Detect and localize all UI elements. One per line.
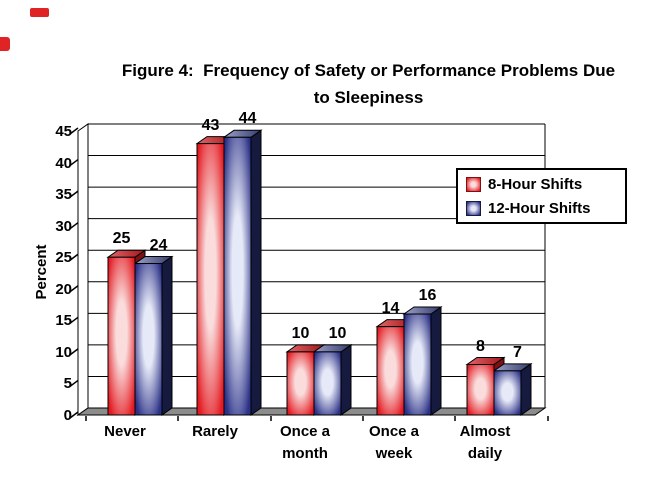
value-label-8-hour-shifts-almost-daily: 8 — [476, 337, 485, 355]
y-tick-25 — [69, 253, 79, 261]
side-wall — [77, 123, 89, 416]
bar-side-12-hour-shifts-never — [161, 255, 173, 416]
legend-swatch-12-hour-icon — [466, 200, 481, 216]
bar-side-12-hour-shifts-rarely — [250, 129, 262, 416]
y-axis-title: Percent — [33, 244, 50, 300]
value-label-12-hour-shifts-never: 24 — [149, 236, 168, 254]
y-tick-label-0: 0 — [63, 407, 72, 424]
y-tick-30 — [69, 222, 79, 230]
value-label-12-hour-shifts-once-a-week: 16 — [418, 287, 437, 305]
legend-item-12-hour: 12-Hour Shifts — [458, 196, 625, 220]
category-label-never: Never — [104, 423, 146, 440]
value-label-12-hour-shifts-rarely: 44 — [238, 110, 257, 128]
red-mark-top — [30, 8, 49, 17]
y-tick-35 — [69, 190, 79, 198]
legend-item-8-hour: 8-Hour Shifts — [458, 172, 625, 196]
legend-swatch-8-hour-icon — [466, 176, 481, 192]
y-tick-label-15: 15 — [55, 312, 72, 330]
value-label-8-hour-shifts-once-a-month: 10 — [291, 324, 310, 342]
y-tick-label-25: 25 — [55, 249, 72, 267]
y-tick-label-40: 40 — [55, 154, 72, 172]
chart-title: Figure 4: Frequency of Safety or Perform… — [80, 57, 657, 111]
legend-label-8-hour: 8-Hour Shifts — [488, 175, 583, 193]
y-tick-45 — [69, 127, 79, 135]
y-tick-10 — [69, 348, 79, 356]
bar-front-12-hour-shifts-rarely — [223, 136, 252, 416]
bar-front-12-hour-shifts-never — [134, 263, 163, 416]
bar-side-12-hour-shifts-once-a-month — [340, 343, 352, 416]
y-tick-20 — [69, 285, 79, 293]
category-label-almost-daily: Almost daily — [459, 423, 511, 462]
y-tick-5 — [69, 379, 79, 388]
legend: 8-Hour Shifts 12-Hour Shifts — [456, 168, 627, 224]
chart-title-line2: to Sleepiness — [313, 88, 424, 107]
category-label-once-a-month: Once a month — [279, 423, 331, 462]
bar-front-8-hour-shifts-once-a-week — [376, 326, 405, 416]
y-tick-40 — [69, 158, 79, 167]
value-label-12-hour-shifts-once-a-month: 10 — [328, 324, 347, 342]
y-tick-label-45: 45 — [55, 123, 72, 140]
value-label-8-hour-shifts-once-a-week: 14 — [381, 299, 400, 317]
bar-side-12-hour-shifts-almost-daily — [520, 362, 532, 416]
y-tick-label-35: 35 — [55, 186, 72, 204]
bar-front-8-hour-shifts-almost-daily — [466, 364, 495, 416]
category-label-rarely: Rarely — [192, 423, 238, 440]
y-tick-label-5: 5 — [63, 375, 72, 393]
bar-front-12-hour-shifts-once-a-week — [403, 313, 432, 416]
value-label-12-hour-shifts-almost-daily: 7 — [513, 343, 522, 361]
legend-label-12-hour: 12-Hour Shifts — [488, 199, 591, 217]
bar-front-12-hour-shifts-almost-daily — [493, 370, 522, 416]
y-tick-label-20: 20 — [55, 280, 72, 298]
bar-front-12-hour-shifts-once-a-month — [313, 351, 342, 416]
value-label-8-hour-shifts-never: 25 — [112, 230, 131, 248]
y-tick-15 — [69, 316, 79, 324]
y-tick-label-30: 30 — [55, 217, 72, 235]
bar-front-8-hour-shifts-never — [107, 256, 136, 416]
chart-title-line1: Figure 4: Frequency of Safety or Perform… — [121, 61, 616, 80]
red-mark-left — [0, 37, 10, 51]
bar-front-8-hour-shifts-once-a-month — [286, 351, 315, 416]
bar-front-8-hour-shifts-rarely — [196, 143, 225, 416]
y-tick-label-10: 10 — [55, 343, 72, 361]
category-label-once-a-week: Once a week — [368, 423, 420, 462]
y-tick-0 — [69, 411, 79, 419]
bar-side-12-hour-shifts-once-a-week — [430, 306, 442, 416]
value-label-8-hour-shifts-rarely: 43 — [201, 116, 220, 134]
